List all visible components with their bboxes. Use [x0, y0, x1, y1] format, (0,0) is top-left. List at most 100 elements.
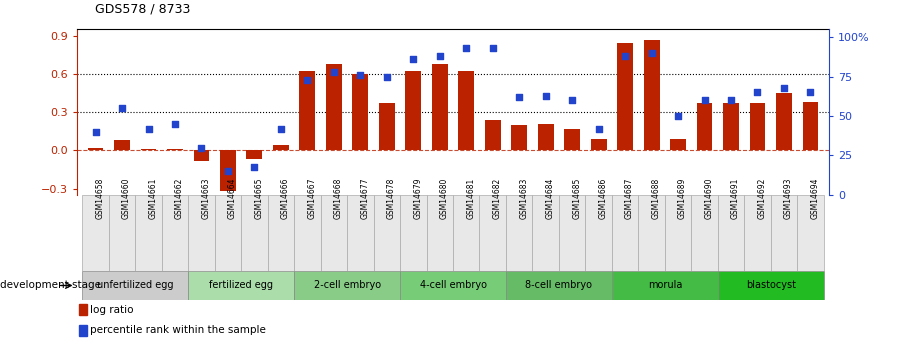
Bar	[617, 43, 633, 150]
Bar	[538, 124, 554, 150]
Point	[194, 145, 208, 150]
Text: GDS578 / 8733: GDS578 / 8733	[95, 2, 190, 16]
Bar	[771, 195, 797, 271]
Bar	[188, 195, 215, 271]
Bar	[405, 71, 421, 150]
Bar	[639, 195, 665, 271]
Text: GSM14663: GSM14663	[201, 178, 210, 219]
Text: 2-cell embryo: 2-cell embryo	[313, 280, 381, 290]
Bar	[612, 271, 718, 300]
Bar	[612, 195, 639, 271]
Point	[221, 168, 236, 174]
Bar	[485, 120, 501, 150]
Text: fertilized egg: fertilized egg	[209, 280, 274, 290]
Text: GSM14678: GSM14678	[387, 178, 396, 219]
Point	[750, 90, 765, 95]
Point	[565, 98, 580, 103]
Bar	[453, 195, 479, 271]
Bar	[220, 150, 236, 191]
Bar	[82, 271, 188, 300]
Point	[459, 46, 474, 51]
Bar	[718, 271, 824, 300]
Point	[776, 85, 791, 90]
Bar	[744, 195, 771, 271]
Bar	[643, 40, 660, 150]
Bar	[803, 102, 818, 150]
Point	[618, 53, 632, 59]
Bar	[670, 139, 686, 150]
Bar	[79, 304, 87, 315]
Bar	[506, 195, 533, 271]
Bar	[379, 103, 395, 150]
Point	[698, 98, 712, 103]
Text: 8-cell embryo: 8-cell embryo	[525, 280, 593, 290]
Text: percentile rank within the sample: percentile rank within the sample	[91, 325, 266, 335]
Text: GSM14687: GSM14687	[625, 178, 634, 219]
Point	[88, 129, 102, 135]
Bar	[162, 195, 188, 271]
Text: GSM14665: GSM14665	[255, 178, 264, 219]
Bar	[109, 195, 135, 271]
Text: GSM14667: GSM14667	[307, 178, 316, 219]
Bar	[79, 325, 87, 336]
Point	[326, 69, 341, 75]
Bar	[194, 150, 209, 160]
Bar	[776, 93, 792, 150]
Point	[538, 93, 553, 98]
Text: GSM14683: GSM14683	[519, 178, 528, 219]
Text: GSM14664: GSM14664	[228, 178, 237, 219]
Point	[804, 90, 818, 95]
Bar	[665, 195, 691, 271]
Text: GSM14658: GSM14658	[95, 178, 104, 219]
Bar	[246, 150, 263, 159]
Point	[644, 50, 659, 56]
Text: GSM14680: GSM14680	[439, 178, 448, 219]
Bar	[400, 271, 506, 300]
Text: morula: morula	[648, 280, 682, 290]
Bar	[432, 64, 448, 150]
Text: GSM14662: GSM14662	[175, 178, 184, 219]
Bar	[427, 195, 453, 271]
Bar	[479, 195, 506, 271]
Point	[432, 53, 447, 59]
Point	[115, 106, 130, 111]
Bar	[347, 195, 373, 271]
Bar	[373, 195, 400, 271]
Bar	[400, 195, 427, 271]
Bar	[564, 129, 580, 150]
Text: GSM14679: GSM14679	[413, 178, 422, 219]
Bar	[533, 195, 559, 271]
Point	[724, 98, 738, 103]
Bar	[797, 195, 824, 271]
Text: GSM14682: GSM14682	[493, 178, 502, 219]
Text: GSM14684: GSM14684	[545, 178, 554, 219]
Text: GSM14661: GSM14661	[149, 178, 158, 219]
Bar	[326, 64, 342, 150]
Bar	[114, 140, 130, 150]
Bar	[559, 195, 585, 271]
Text: development stage: development stage	[0, 280, 101, 290]
Point	[592, 126, 606, 131]
Text: GSM14688: GSM14688	[651, 178, 660, 219]
Text: GSM14690: GSM14690	[705, 178, 714, 219]
Bar	[749, 103, 766, 150]
Text: unfertilized egg: unfertilized egg	[97, 280, 174, 290]
Bar	[352, 74, 368, 150]
Bar	[135, 195, 162, 271]
Text: GSM14693: GSM14693	[784, 178, 793, 219]
Bar	[140, 149, 157, 150]
Text: GSM14681: GSM14681	[467, 178, 476, 219]
Bar	[273, 145, 289, 150]
Bar	[88, 148, 103, 150]
Point	[300, 77, 314, 82]
Bar	[241, 195, 267, 271]
Bar	[511, 125, 527, 150]
Text: GSM14660: GSM14660	[122, 178, 131, 219]
Bar	[321, 195, 347, 271]
Text: GSM14692: GSM14692	[757, 178, 766, 219]
Point	[353, 72, 368, 78]
Bar	[267, 195, 294, 271]
Bar	[723, 103, 739, 150]
Text: GSM14694: GSM14694	[811, 178, 819, 219]
Text: log ratio: log ratio	[91, 305, 134, 315]
